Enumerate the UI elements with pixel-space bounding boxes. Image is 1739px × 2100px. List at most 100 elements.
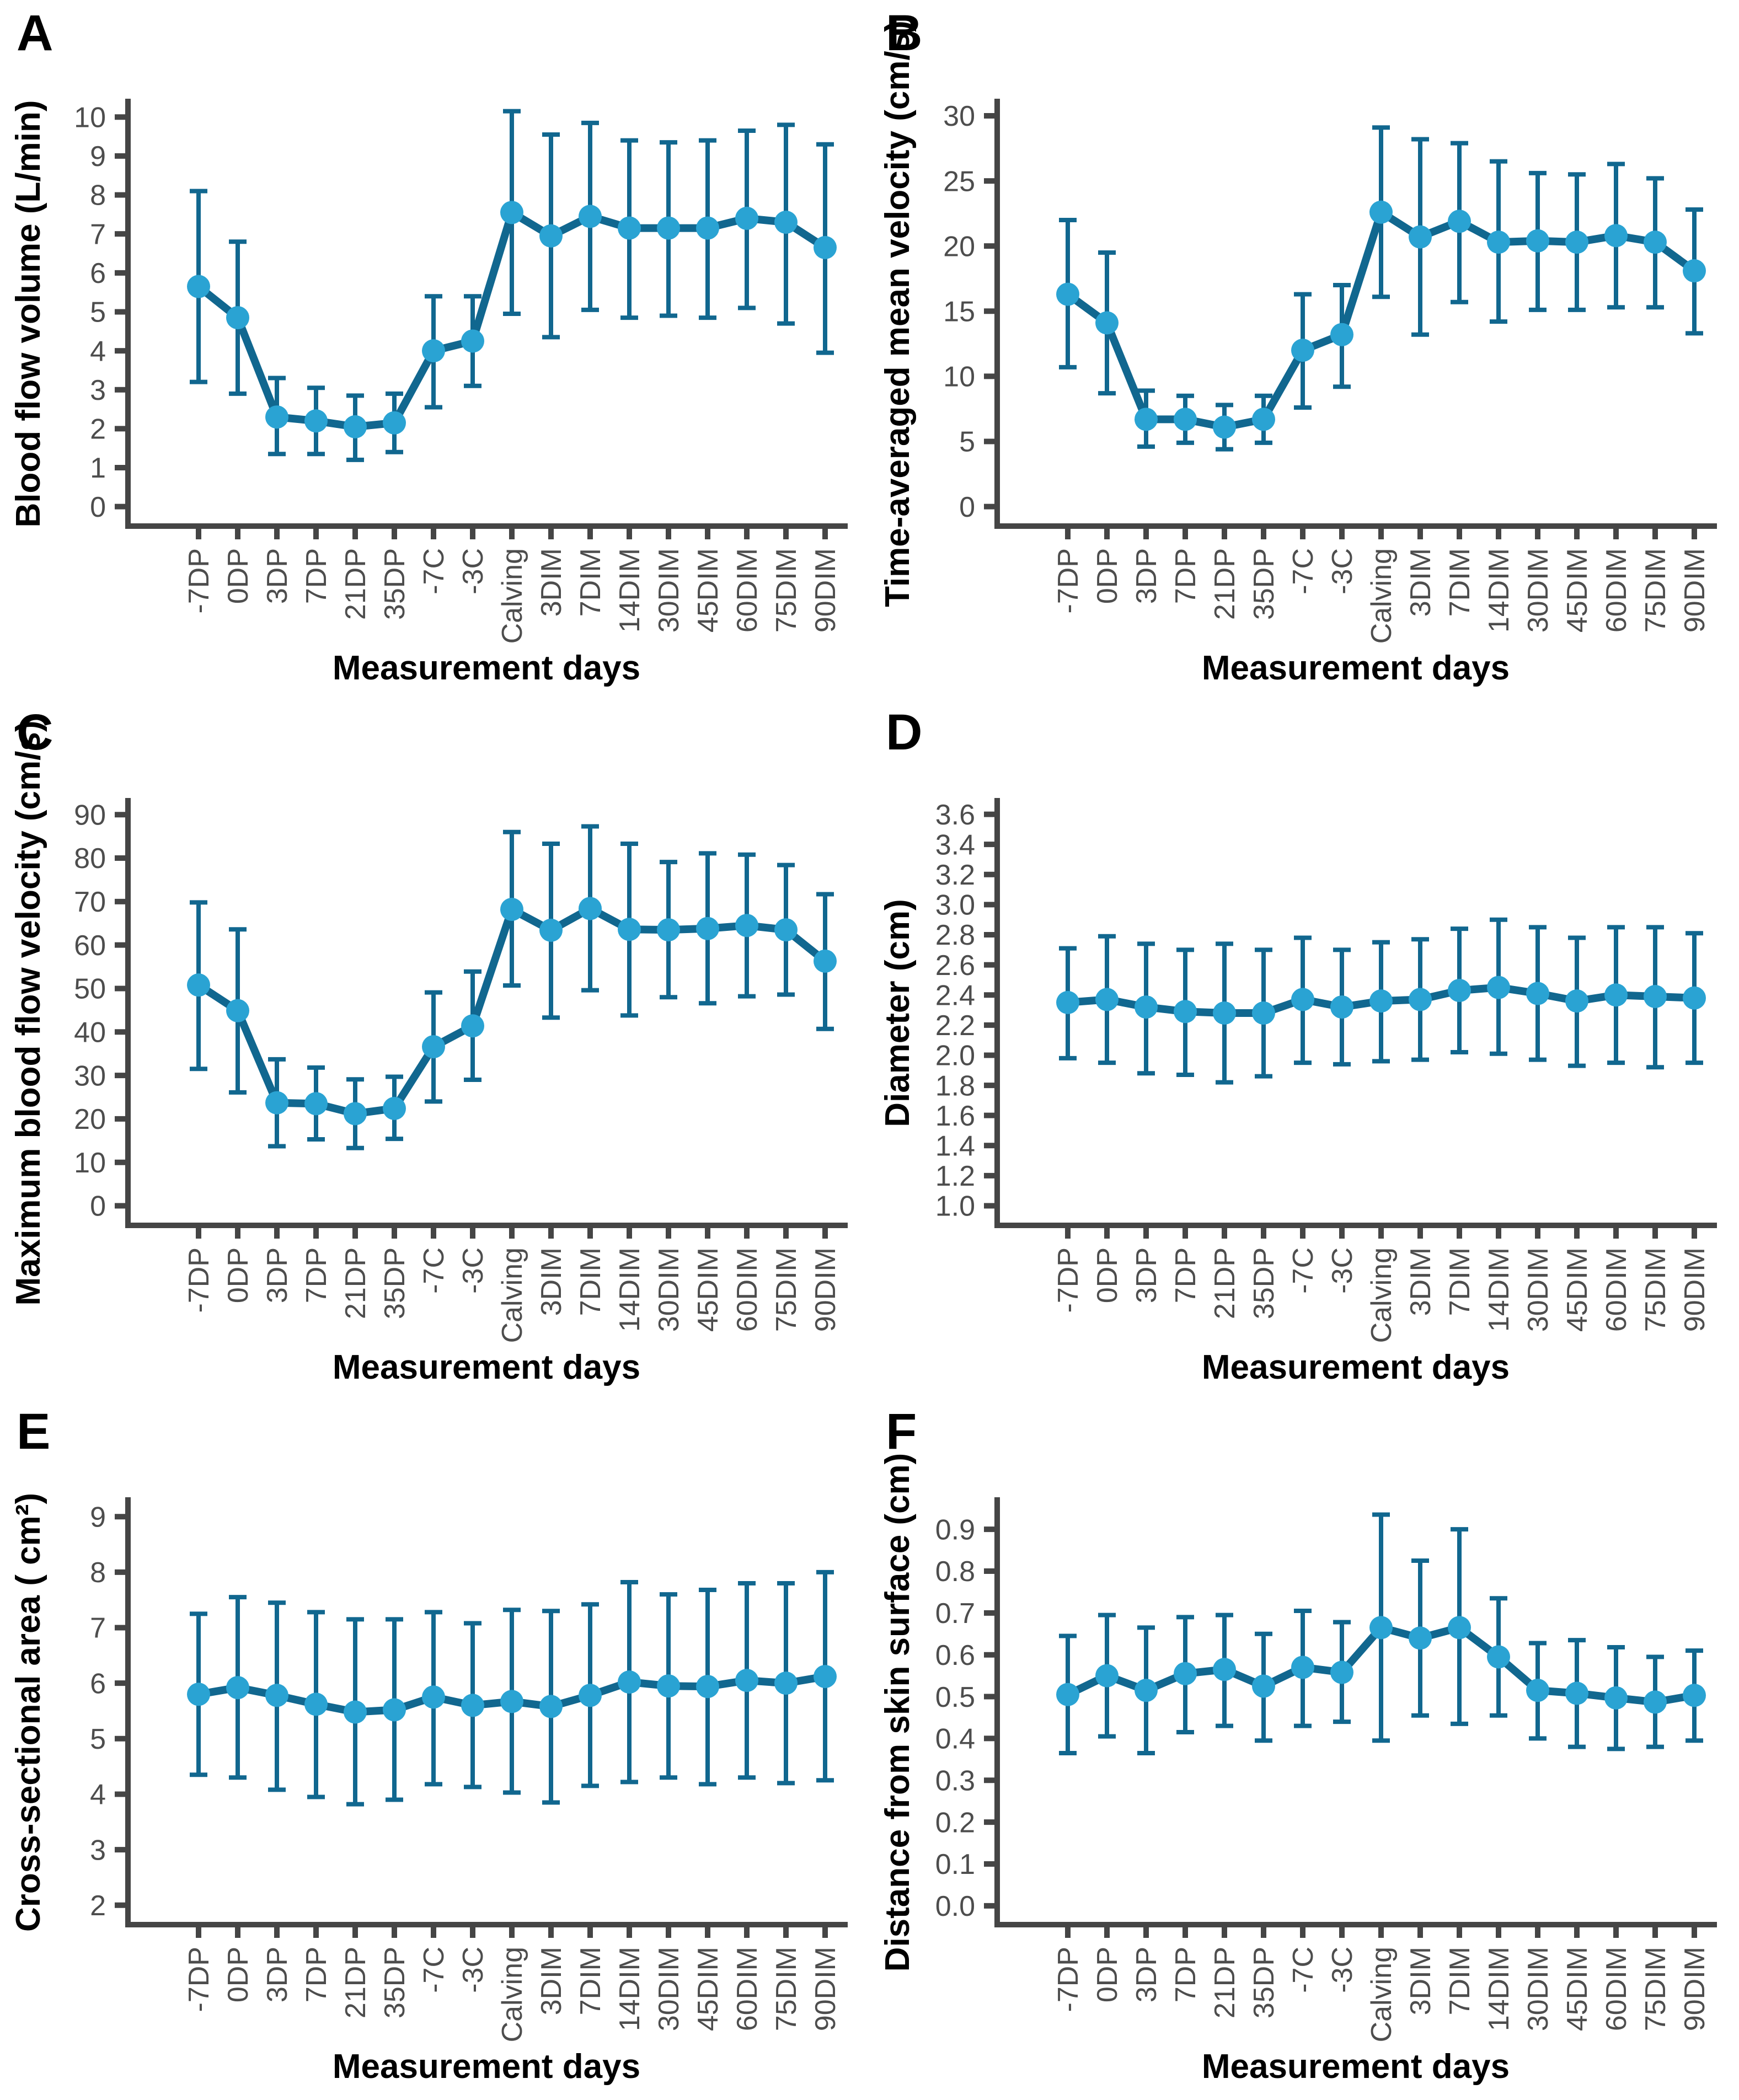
data-point — [187, 275, 210, 298]
data-point — [1291, 1656, 1314, 1679]
panel-d-letter: D — [886, 704, 923, 760]
data-point — [1448, 979, 1471, 1003]
data-point — [500, 1690, 523, 1713]
error-bars — [1059, 125, 1703, 452]
x-tick-label: 90DIM — [810, 548, 842, 633]
x-tick-label: 14DIM — [614, 548, 646, 633]
x-tick-label: 35DP — [379, 1247, 411, 1319]
y-ticks: 1.01.21.41.61.82.02.22.42.62.83.03.23.43… — [935, 799, 997, 1223]
data-point — [1683, 1684, 1706, 1707]
y-tick-label: 6 — [90, 1668, 106, 1700]
x-tick-label: 45DIM — [1561, 1947, 1593, 2031]
y-tick-label: 2 — [90, 414, 106, 446]
y-tick-label: 0.3 — [935, 1765, 975, 1797]
x-tick-label: 60DIM — [731, 548, 763, 633]
x-tick-label: -7C — [1287, 548, 1319, 594]
x-tick-label: 21DP — [340, 548, 372, 620]
x-tick-label: 3DIM — [536, 1947, 568, 2015]
y-tick-label: 1.0 — [935, 1191, 975, 1223]
data-point — [1213, 415, 1236, 439]
data-point — [344, 415, 367, 438]
data-point — [774, 210, 798, 234]
data-point — [1056, 1683, 1079, 1706]
data-point — [265, 405, 288, 429]
data-point — [422, 1035, 445, 1059]
x-tick-label: 3DP — [261, 548, 293, 604]
data-point — [461, 329, 484, 353]
data-point — [539, 224, 563, 248]
data-point — [539, 918, 563, 942]
data-point — [1565, 1681, 1588, 1705]
x-tick-label: 0DP — [222, 1947, 254, 2002]
x-axis-title: Measurement days — [1202, 649, 1510, 687]
x-tick-label: 90DIM — [1679, 1947, 1711, 2031]
data-point — [1526, 1679, 1549, 1702]
y-tick-label: 20 — [943, 231, 975, 262]
y-axis-title: Cross-sectional area ( cm²) — [9, 1493, 47, 1932]
data-point — [422, 339, 445, 363]
data-point — [696, 917, 719, 940]
y-tick-label: 7 — [90, 1613, 106, 1644]
data-point — [1056, 990, 1079, 1014]
x-tick-label: 60DIM — [1601, 548, 1633, 633]
y-tick-label: 2.4 — [935, 979, 975, 1011]
y-tick-label: 1.2 — [935, 1160, 975, 1192]
x-tick-label: 7DP — [1170, 1247, 1202, 1303]
data-point — [1330, 1660, 1353, 1684]
data-points — [187, 201, 837, 438]
y-tick-label: 2.2 — [935, 1010, 975, 1042]
data-point — [1291, 988, 1314, 1011]
x-tick-label: 21DP — [340, 1947, 372, 2018]
data-point — [579, 897, 602, 920]
y-tick-label: 0.5 — [935, 1681, 975, 1713]
y-tick-label: 6 — [90, 258, 106, 290]
x-tick-label: 35DP — [1248, 548, 1280, 620]
y-tick-label: 40 — [74, 1016, 106, 1048]
data-point — [735, 914, 758, 938]
y-tick-label: 25 — [943, 165, 975, 197]
y-tick-label: 0 — [959, 491, 975, 523]
x-tick-label: 75DIM — [1640, 1947, 1672, 2031]
data-point — [1683, 259, 1706, 283]
data-point — [1330, 995, 1353, 1019]
data-point — [1448, 210, 1471, 233]
x-tick-label: 0DP — [222, 548, 254, 604]
data-points — [1056, 976, 1706, 1025]
x-tick-label: 7DP — [301, 1947, 333, 2002]
x-tick-label: 30DIM — [1522, 548, 1554, 633]
data-point — [1604, 224, 1628, 248]
x-tick-label: 3DIM — [1405, 1247, 1437, 1316]
x-tick-label: -7C — [418, 1247, 450, 1294]
y-axis-title: Distance from skin surface (cm) — [879, 1453, 917, 1972]
x-tick-label: Calving — [496, 1947, 528, 2042]
x-tick-label: 7DIM — [1444, 548, 1476, 617]
y-tick-label: 0.9 — [935, 1514, 975, 1546]
data-point — [1409, 988, 1432, 1011]
panel-d: D 1.0 1.2 1.4 1.6 1.8 2.0 2.2 2.4 2.6 2.8 3.0 3.2 3.… — [869, 699, 1738, 1399]
y-tick-label: 10 — [74, 101, 106, 133]
data-point — [1095, 1664, 1119, 1688]
x-tick-label: 45DIM — [1561, 1247, 1593, 1332]
panel-f-chart: 0.0 0.1 0.2 0.3 0.4 0.5 0.6 0.7 0.8 0.9 -7DP 0DP 3DP… — [879, 1453, 1717, 2086]
x-tick-label: 21DP — [1209, 548, 1241, 620]
data-point — [1056, 282, 1079, 306]
x-tick-label: 90DIM — [1679, 1247, 1711, 1332]
x-tick-label: 3DIM — [536, 548, 568, 617]
data-point — [344, 1102, 367, 1126]
x-tick-label: 3DIM — [536, 1247, 568, 1316]
y-tick-label: 0.2 — [935, 1807, 975, 1839]
x-tick-label: 3DP — [261, 1947, 293, 2002]
y-tick-label: 0.6 — [935, 1640, 975, 1672]
data-points — [1056, 200, 1706, 439]
x-axis-title: Measurement days — [1202, 2048, 1510, 2086]
panel-d-chart: 1.01.21.41.61.82.02.22.42.62.83.03.23.43… — [879, 798, 1717, 1386]
x-axis-title: Measurement days — [333, 1348, 640, 1386]
data-point — [1487, 1645, 1510, 1669]
y-tick-label: 0.7 — [935, 1598, 975, 1630]
y-tick-label: 3.0 — [935, 890, 975, 922]
x-tick-label: 30DIM — [1522, 1247, 1554, 1332]
x-tick-label: 0DP — [1091, 1247, 1123, 1303]
x-tick-label: 0DP — [222, 1247, 254, 1303]
x-tick-label: 7DP — [301, 548, 333, 604]
